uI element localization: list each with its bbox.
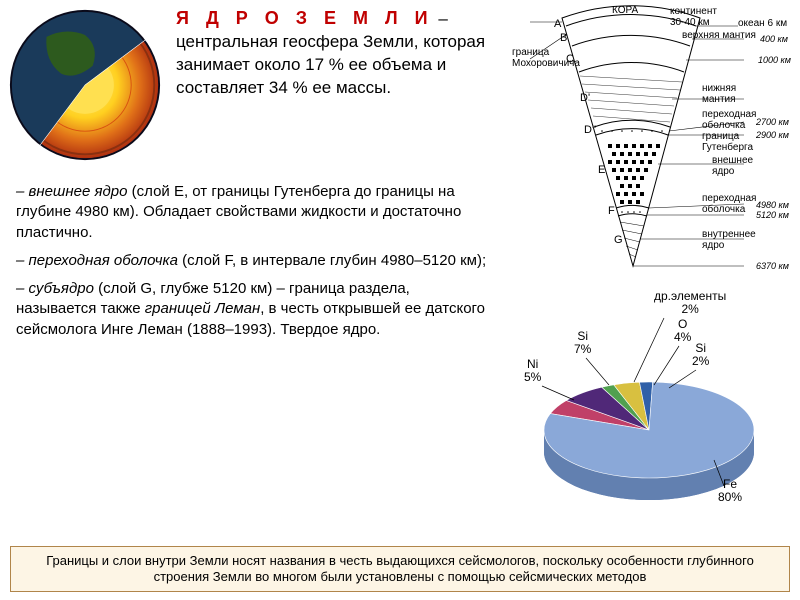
para-transition: – переходная оболочка (слой F, в интерва…	[16, 251, 494, 271]
title-rest: центральная геосфера Земли, которая зани…	[176, 32, 485, 97]
cone-label-transition1: переходная оболочка	[702, 110, 756, 131]
cone-depth-4980: 4980 км	[756, 200, 789, 210]
cone-label-transition2: переходная оболочка	[702, 194, 756, 215]
cone-depth-5120: 5120 км	[756, 210, 789, 220]
pie-label-other: др.элементы 2%	[654, 290, 726, 316]
cone-label-gutenberg: граница Гутенберга	[702, 132, 753, 153]
cone-letter-E: E	[598, 164, 605, 176]
footer-note: Границы и слои внутри Земли носят назван…	[10, 546, 790, 593]
pie-label-Si2: Si 2%	[692, 342, 709, 368]
cone-label-ocean: океан 6 км	[738, 19, 787, 30]
cone-depth-400: 400 км	[760, 34, 788, 44]
cone-letter-F: F	[608, 205, 615, 217]
cone-label-outer-core: внешнее ядро	[712, 156, 753, 177]
cone-letter-D1: D'	[580, 92, 590, 104]
pie-label-Si7: Si 7%	[574, 330, 591, 356]
earth-layers-cone-diagram: КОРА континент 30-40 км океан 6 км грани…	[512, 4, 794, 284]
body-text: – внешнее ядро (слой Е, от границы Гутен…	[0, 170, 510, 352]
cone-label-crust: КОРА	[612, 6, 638, 17]
cone-letter-D2: D''	[584, 124, 596, 136]
cone-depth-6370: 6370 км	[756, 261, 789, 271]
cone-label-continent: континент 30-40 км	[670, 7, 717, 28]
title-dash: –	[434, 9, 448, 28]
pie-label-Fe: Fe 80%	[718, 478, 742, 504]
cone-depth-2700: 2700 км	[756, 117, 789, 127]
cone-depth-2900: 2900 км	[756, 130, 789, 140]
cone-letter-C: C	[566, 53, 574, 65]
core-composition-pie-chart: др.элементы 2% O 4% Si 2% Si 7% Ni 5% Fe…	[514, 290, 784, 520]
cone-depth-1000: 1000 км	[758, 55, 791, 65]
para-subcore: – субъядро (слой G, глубже 5120 км) – гр…	[16, 279, 494, 340]
page-title: Я Д Р О З Е М Л И	[176, 8, 434, 28]
cone-letter-G: G	[614, 234, 623, 246]
pie-label-Ni: Ni 5%	[524, 358, 541, 384]
earth-cutaway-globe	[0, 0, 170, 170]
para-outer-core: – внешнее ядро (слой Е, от границы Гутен…	[16, 182, 494, 243]
cone-letter-A: A	[554, 18, 561, 30]
cone-label-inner-core: внутреннее ядро	[702, 230, 756, 251]
pie-label-O: O 4%	[674, 318, 691, 344]
cone-label-lower-mantle: нижняя мантия	[702, 84, 736, 105]
cone-label-upper-mantle: верхняя мантия	[682, 31, 756, 42]
cone-letter-B: B	[560, 32, 567, 44]
